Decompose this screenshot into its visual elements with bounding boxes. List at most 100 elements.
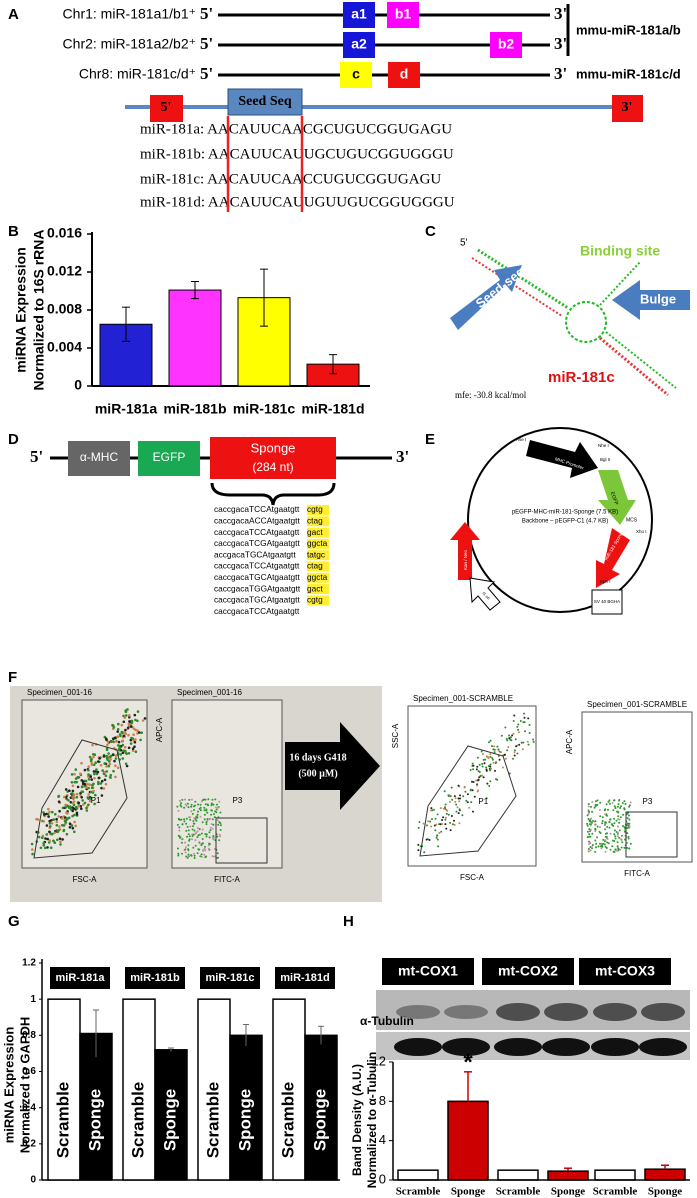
event-dot [604, 839, 607, 842]
event-dot [111, 753, 115, 756]
event-dot [620, 834, 623, 837]
event-dot [591, 844, 594, 846]
event-dot [626, 817, 629, 820]
sponge-sequence: caccgacaTCGAtgaatgtt [214, 538, 300, 548]
event-dot [617, 803, 620, 806]
event-dot [481, 765, 484, 768]
event-dot [128, 720, 131, 723]
seed-highlight [307, 516, 329, 527]
event-dot [203, 809, 206, 812]
event-dot [490, 767, 493, 770]
event-dot [191, 835, 194, 837]
event-dot [606, 841, 609, 844]
event-dot [600, 847, 603, 850]
event-dot [181, 798, 184, 801]
y-tick-label: 0.008 [47, 301, 82, 317]
event-dot [90, 786, 94, 790]
event-dot [106, 758, 109, 761]
event-dot [196, 830, 199, 833]
event-dot [626, 812, 629, 815]
event-dot [206, 803, 209, 806]
event-dot [188, 835, 191, 838]
event-dot [482, 758, 485, 761]
event-dot [513, 751, 516, 754]
event-dot [626, 832, 629, 835]
event-dot [211, 798, 214, 801]
event-dot [620, 846, 623, 849]
event-dot [588, 840, 591, 843]
event-dot [628, 825, 631, 828]
event-dot [211, 855, 214, 858]
event-dot [68, 822, 72, 825]
event-dot [109, 754, 113, 758]
x-tick-label: miR-181d [301, 401, 364, 417]
event-dot [422, 822, 425, 825]
event-dot [508, 737, 511, 740]
three-prime: 3' [554, 4, 567, 23]
event-dot [435, 823, 438, 826]
event-dot [141, 719, 145, 722]
event-dot [485, 797, 488, 800]
blot-band [442, 1038, 490, 1056]
event-dot [218, 800, 221, 803]
event-dot [475, 768, 478, 771]
blot-band [641, 1003, 685, 1021]
event-dot [612, 850, 615, 853]
event-dot [614, 848, 617, 851]
event-dot [178, 829, 181, 832]
event-dot [70, 773, 74, 776]
event-dot [494, 769, 496, 772]
event-dot [453, 795, 456, 798]
event-dot [73, 796, 76, 799]
event-dot [87, 778, 91, 781]
event-dot [616, 845, 619, 848]
event-dot [64, 803, 67, 807]
annotation: Binding site [580, 243, 660, 259]
event-dot [489, 755, 492, 758]
event-dot [207, 844, 210, 847]
event-dot [451, 798, 454, 801]
group-title: miR-181b [130, 972, 180, 984]
event-dot [217, 856, 219, 859]
event-dot [49, 846, 53, 849]
x-tick-label: Sponge [551, 1186, 585, 1198]
event-dot [423, 851, 426, 854]
event-dot [106, 740, 110, 744]
feature-label: MCS [626, 517, 638, 523]
event-dot [491, 757, 494, 760]
bar [79, 1032, 113, 1181]
event-dot [492, 761, 495, 764]
sponge-sequence: caccgacaACCAtgaatgtt [214, 515, 300, 525]
annotation: mfe: -30.8 kcal/mol [455, 390, 527, 400]
bar [447, 1100, 489, 1181]
event-dot [81, 799, 84, 802]
event-dot [504, 753, 506, 756]
five-prime: 5' [161, 100, 172, 115]
event-dot [589, 830, 591, 833]
event-dot [623, 808, 626, 811]
event-dot [481, 753, 484, 756]
event-dot [139, 738, 142, 742]
event-dot [92, 755, 95, 759]
event-dot [97, 776, 101, 780]
group-title-box [200, 967, 260, 989]
event-dot [187, 844, 190, 847]
event-dot [64, 806, 68, 809]
event-dot [593, 823, 596, 826]
event-dot [105, 765, 108, 768]
event-dot [488, 785, 491, 787]
event-dot [205, 823, 208, 826]
event-dot [430, 807, 433, 810]
event-dot [178, 799, 181, 802]
promoter-box [68, 441, 130, 476]
event-dot [100, 794, 104, 797]
annotation: 5' [460, 238, 468, 249]
event-dot [208, 836, 211, 839]
x-tick-label: miR-181a [95, 401, 157, 417]
seed-highlight [307, 527, 329, 538]
event-dot [213, 855, 216, 858]
event-dot [85, 786, 89, 789]
event-dot [604, 808, 607, 811]
y-axis-label: Normalized to α-Tubulin [365, 1052, 379, 1188]
event-dot [209, 826, 212, 829]
